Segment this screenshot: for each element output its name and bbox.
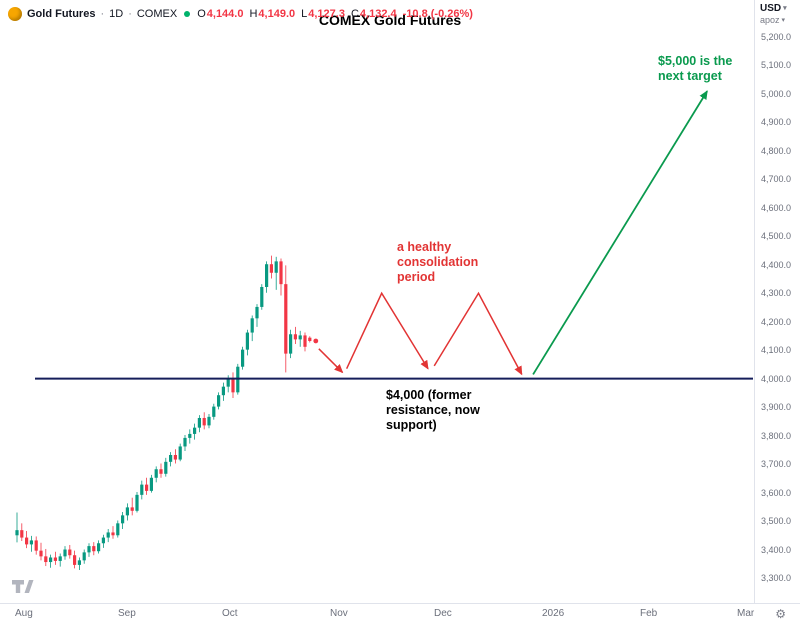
legend-separator: ·	[128, 8, 132, 20]
time-axis[interactable]: Aug Sep Oct Nov Dec 2026 Feb Mar ⚙	[0, 603, 800, 624]
symbol-name[interactable]: Gold Futures	[27, 8, 96, 20]
chart-title-annotation[interactable]: COMEX Gold Futures	[318, 12, 462, 28]
open-label: O	[197, 8, 206, 20]
time-axis-label: Feb	[640, 608, 658, 619]
close-value: 4,132.4	[359, 8, 397, 20]
price-axis-label: 4,200.0	[761, 316, 792, 327]
candles	[15, 255, 312, 571]
last-price-dot	[313, 338, 319, 344]
target-annotation[interactable]: $5,000 is the next target	[658, 54, 733, 83]
price-axis-label: 3,600.0	[761, 487, 792, 498]
time-axis-label: Mar	[737, 608, 755, 619]
price-axis-label: 4,800.0	[761, 145, 792, 156]
price-axis-label: 3,700.0	[761, 459, 792, 470]
high-label: H	[249, 8, 258, 20]
time-axis-label: Oct	[222, 608, 238, 619]
consolidation-zigzag-1[interactable]	[345, 291, 429, 370]
price-axis-label: 5,000.0	[761, 88, 792, 99]
time-axis-label: 2026	[542, 608, 565, 619]
support-annotation[interactable]: $4,000 (former resistance, now support)	[386, 388, 480, 432]
pullback-arrow[interactable]	[318, 348, 344, 374]
market-status-dot	[184, 11, 191, 17]
high-value: 4,149.0	[258, 8, 296, 20]
low-value: 4,127.3	[308, 8, 345, 20]
unit-selector[interactable]: apoz ▾	[760, 15, 787, 25]
open-value: 4,144.0	[206, 8, 244, 20]
price-axis-label: 4,500.0	[761, 231, 792, 242]
time-axis-label: Sep	[118, 608, 136, 619]
time-axis-label: Dec	[434, 608, 452, 619]
price-axis-label: 4,400.0	[761, 259, 792, 270]
price-axis[interactable]: USD ▾ apoz ▾ 5,200.0 5,100.0 5,000.0 4,900.…	[754, 0, 800, 604]
currency-label: USD	[760, 3, 782, 14]
time-axis-label: Aug	[15, 608, 33, 619]
price-axis-label: 3,900.0	[761, 402, 792, 413]
low-label: L	[301, 8, 308, 20]
consolidation-zigzag-2[interactable]	[433, 291, 523, 376]
chevron-down-icon: ▾	[781, 16, 786, 24]
consolidation-annotation[interactable]: a healthy consolidation period	[397, 240, 479, 284]
price-axis-label: 3,300.0	[761, 573, 792, 583]
price-axis-label: 3,400.0	[761, 544, 792, 555]
price-axis-label: 4,700.0	[761, 174, 792, 185]
time-axis-label: Nov	[330, 608, 348, 619]
price-axis-label: 4,900.0	[761, 117, 792, 128]
change-value: -10.8 (-0.26%)	[402, 8, 473, 20]
price-axis-label: 4,300.0	[761, 288, 792, 299]
price-axis-label: 3,500.0	[761, 516, 792, 527]
interval-label[interactable]: 1D	[109, 8, 124, 20]
unit-label: apoz	[760, 15, 780, 25]
price-axis-label: 5,100.0	[761, 60, 792, 71]
close-label: C	[350, 8, 359, 20]
chevron-down-icon: ▾	[783, 5, 787, 12]
currency-selector[interactable]: USD ▾	[760, 3, 787, 14]
symbol-logo-icon	[8, 7, 22, 21]
ohlc-readout: O 4,144.0 H 4,149.0 L 4,127.3 C 4,132.4 -10.…	[197, 8, 473, 20]
tradingview-logo[interactable]	[12, 580, 34, 598]
price-axis-label: 4,600.0	[761, 202, 792, 213]
price-axis-label: 4,000.0	[761, 373, 792, 384]
price-axis-label: 5,200.0	[761, 32, 792, 42]
legend-separator: ·	[100, 8, 105, 20]
settings-gear-icon[interactable]: ⚙	[775, 607, 786, 621]
price-axis-label: 4,100.0	[761, 345, 792, 356]
symbol-legend[interactable]: Gold Futures · 1D · COMEX O 4,144.0 H 4,14…	[8, 7, 473, 21]
exchange-label[interactable]: COMEX	[136, 8, 178, 20]
target-arrow[interactable]	[532, 90, 708, 375]
price-axis-label: 3,800.0	[761, 430, 792, 441]
